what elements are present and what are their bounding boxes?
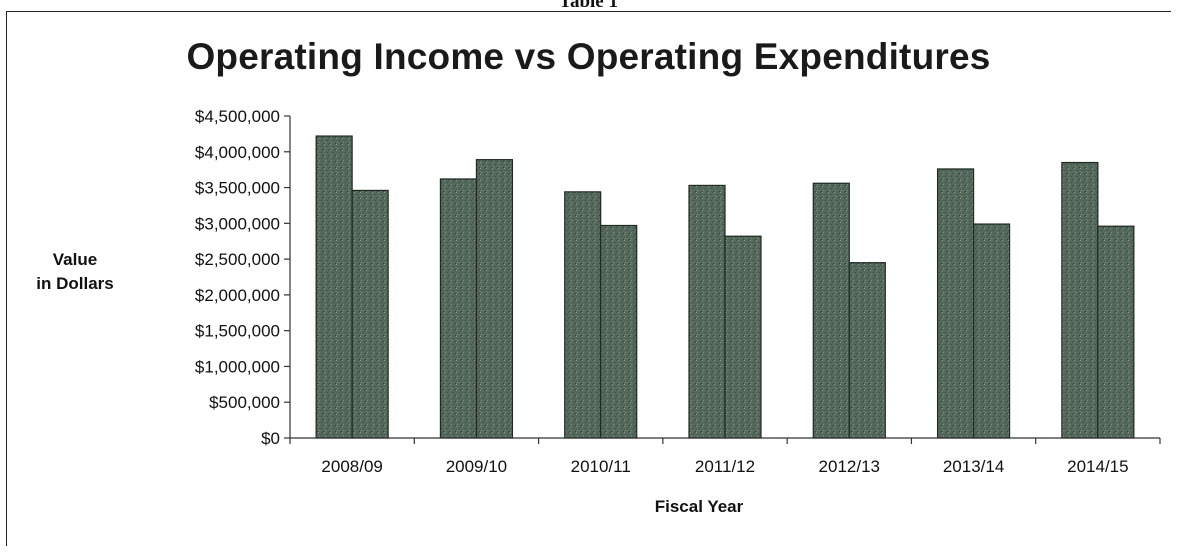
- y-tick-label: $4,500,000: [195, 107, 280, 126]
- bars-layer: [315, 135, 1135, 439]
- x-axis-label: Fiscal Year: [654, 497, 744, 516]
- x-tick-label: 2013/14: [943, 457, 1004, 476]
- bar-series2-2008-09: [351, 189, 389, 439]
- y-tick-label: $0: [261, 429, 280, 448]
- bar-series2-2014-15: [1097, 225, 1135, 439]
- bar-series1-2012-13: [812, 182, 850, 439]
- y-tick-label: $1,500,000: [195, 322, 280, 341]
- x-tick-label: 2011/12: [695, 457, 755, 476]
- x-tick-label: 2012/13: [819, 457, 880, 476]
- y-tick-label: $4,000,000: [195, 143, 280, 162]
- bar-series2-2009-10: [475, 159, 514, 439]
- y-tick-label: $3,000,000: [195, 214, 280, 233]
- bar-series1-2011-12: [688, 184, 726, 439]
- y-tick-label: $2,500,000: [195, 250, 280, 269]
- bar-series2-2012-13: [848, 262, 886, 439]
- y-axis-label-line1: Value: [52, 250, 98, 269]
- x-tick-label: 2010/11: [571, 457, 631, 476]
- axes: $0 $500,000 $1,000,000 $1,500,000 $2,000,000…: [195, 107, 1161, 476]
- chart-frame: [6, 11, 1171, 546]
- y-tick-label: $500,000: [209, 393, 280, 412]
- bar-series2-2013-14: [972, 223, 1011, 439]
- chart-title: Operating Income vs Operating Expenditur…: [186, 36, 991, 77]
- table-caption: Table 1: [559, 0, 618, 12]
- bar-series1-2013-14: [936, 168, 975, 439]
- y-axis-label-line2: in Dollars: [36, 274, 114, 293]
- bar-series1-2008-09: [315, 135, 353, 439]
- bar-series1-2010-11: [564, 191, 602, 439]
- x-tick-label: 2008/09: [321, 457, 382, 476]
- y-tick-label: $1,000,000: [195, 357, 280, 376]
- y-tick-label: $2,000,000: [195, 286, 280, 305]
- bar-series1-2009-10: [439, 178, 478, 439]
- bar-series1-2014-15: [1061, 161, 1099, 439]
- y-axis-label: Value in Dollars: [20, 248, 130, 296]
- x-tick-label: 2009/10: [446, 457, 507, 476]
- bar-series2-2010-11: [600, 224, 638, 439]
- bar-series2-2011-12: [724, 235, 762, 439]
- x-tick-label: 2014/15: [1067, 457, 1128, 476]
- y-tick-label: $3,500,000: [195, 179, 280, 198]
